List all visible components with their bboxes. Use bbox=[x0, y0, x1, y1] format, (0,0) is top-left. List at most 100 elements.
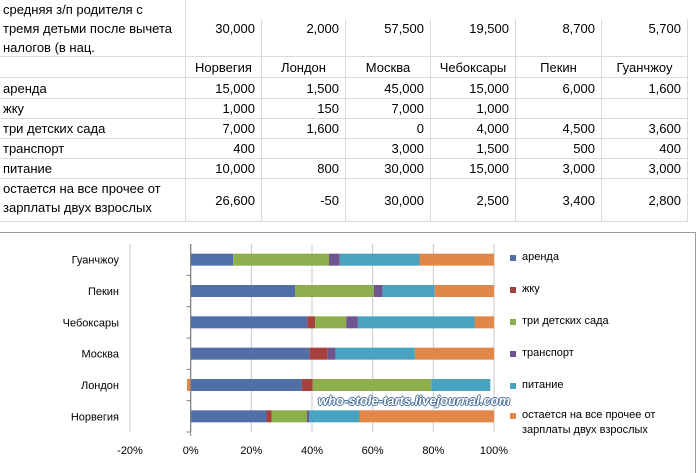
value-cell[interactable]: 3,000 bbox=[602, 159, 688, 179]
stacked-bar-chart: -20% 0% 20% 40% 60% 80% 100% Норвегия Лондон Моск… bbox=[63, 244, 508, 457]
value-cell[interactable]: 3,000 bbox=[346, 139, 431, 159]
bar-segment bbox=[271, 410, 307, 423]
bar-segment bbox=[309, 347, 328, 360]
row-label-cell[interactable]: питание bbox=[0, 159, 186, 179]
bar-segment bbox=[474, 316, 494, 329]
category-label: Москва bbox=[81, 349, 119, 361]
value-cell[interactable]: 1,500 bbox=[431, 139, 516, 159]
bar-segment bbox=[190, 285, 296, 297]
legend-swatch bbox=[510, 351, 516, 357]
city-header-cell[interactable]: Лондон bbox=[262, 57, 346, 78]
bar-segment bbox=[190, 379, 302, 391]
value-cell[interactable]: 3,400 bbox=[516, 179, 602, 222]
bar-segment bbox=[295, 285, 374, 297]
row-label-cell[interactable]: транспорт bbox=[0, 139, 186, 159]
salary-cell[interactable]: 8,700 bbox=[516, 19, 602, 57]
bar-segment bbox=[301, 379, 313, 391]
bar-segment bbox=[419, 253, 494, 266]
bar-segment bbox=[327, 347, 336, 360]
spreadsheet-table: средняя з/п родителя с тремя детьми посл… bbox=[0, 0, 697, 232]
value-cell[interactable]: 1,500 bbox=[262, 78, 346, 99]
value-cell[interactable]: 400 bbox=[186, 139, 262, 159]
value-cell[interactable]: 3,600 bbox=[602, 119, 688, 139]
category-label: Пекин bbox=[88, 286, 119, 298]
row-label-cell[interactable]: жку bbox=[0, 99, 186, 119]
bar-segment bbox=[233, 253, 330, 266]
value-cell[interactable]: 45,000 bbox=[346, 78, 431, 99]
bar-segment bbox=[190, 410, 267, 423]
bar-segment bbox=[308, 410, 360, 423]
value-cell[interactable]: 800 bbox=[262, 159, 346, 179]
x-tick-label: 100% bbox=[480, 445, 508, 457]
value-cell[interactable]: 1,600 bbox=[602, 78, 688, 99]
salary-cell[interactable]: 57,500 bbox=[346, 19, 431, 57]
value-cell[interactable]: 4,000 bbox=[431, 119, 516, 139]
value-cell[interactable]: 2,800 bbox=[602, 179, 688, 222]
bar-segment bbox=[306, 410, 309, 423]
salary-cell[interactable]: 19,500 bbox=[431, 19, 516, 57]
salary-cell[interactable]: 30,000 bbox=[186, 19, 262, 57]
value-cell[interactable]: 6,000 bbox=[516, 78, 602, 99]
legend-label: транспорт bbox=[522, 347, 574, 359]
value-cell[interactable]: 400 bbox=[602, 139, 688, 159]
city-header-cell[interactable]: Гуанчжоу bbox=[602, 57, 688, 78]
value-cell[interactable]: 26,600 bbox=[186, 179, 262, 222]
city-header-cell[interactable]: Норвегия bbox=[186, 57, 262, 78]
value-cell[interactable]: 4,500 bbox=[516, 119, 602, 139]
city-header-cell[interactable]: Пекин bbox=[516, 57, 602, 78]
value-cell[interactable]: 10,000 bbox=[186, 159, 262, 179]
bar-segment bbox=[382, 285, 435, 297]
category-label: Норвегия bbox=[71, 411, 119, 423]
value-cell[interactable]: 1,600 bbox=[262, 119, 346, 139]
city-header-cell[interactable]: Чебоксары bbox=[431, 57, 516, 78]
value-cell[interactable]: 150 bbox=[262, 99, 346, 119]
bar-segment bbox=[307, 316, 316, 329]
legend-swatch bbox=[510, 287, 516, 293]
bar-segment bbox=[373, 285, 383, 297]
row-label-cell[interactable]: остается на все прочее от зарплаты двух … bbox=[0, 179, 186, 222]
value-cell[interactable] bbox=[262, 139, 346, 159]
value-cell[interactable]: 15,000 bbox=[431, 159, 516, 179]
value-cell[interactable]: 3,000 bbox=[516, 159, 602, 179]
value-cell[interactable]: 15,000 bbox=[431, 78, 516, 99]
value-cell[interactable]: 2,500 bbox=[431, 179, 516, 222]
bar-segment bbox=[346, 316, 358, 329]
value-cell[interactable]: 0 bbox=[346, 119, 431, 139]
value-cell[interactable]: 7,000 bbox=[186, 119, 262, 139]
x-tick-label: -20% bbox=[117, 445, 143, 457]
legend-swatch bbox=[510, 383, 516, 389]
legend-label: питание bbox=[522, 379, 564, 391]
value-cell[interactable]: 30,000 bbox=[346, 179, 431, 222]
value-cell[interactable]: 500 bbox=[516, 139, 602, 159]
value-cell[interactable]: 1,000 bbox=[431, 99, 516, 119]
legend-swatch bbox=[510, 319, 516, 325]
value-cell[interactable]: -50 bbox=[262, 179, 346, 222]
legend-swatch bbox=[510, 255, 516, 261]
bar-segment bbox=[414, 347, 494, 360]
value-cell[interactable]: 7,000 bbox=[346, 99, 431, 119]
x-tick-label: 40% bbox=[301, 445, 323, 457]
value-cell[interactable]: 1,000 bbox=[186, 99, 262, 119]
bar-segment bbox=[329, 253, 340, 266]
value-cell[interactable]: 30,000 bbox=[346, 159, 431, 179]
row-label-cell[interactable]: три детских сада bbox=[0, 119, 186, 139]
bar-segment bbox=[335, 347, 415, 360]
bar-segment bbox=[312, 379, 432, 391]
x-tick-label: 60% bbox=[362, 445, 384, 457]
bar-segment bbox=[359, 410, 494, 423]
salary-cell[interactable]: 2,000 bbox=[262, 19, 346, 57]
value-cell[interactable] bbox=[602, 99, 688, 119]
bar-segment bbox=[339, 253, 420, 266]
salary-label-cell[interactable]: средняя з/п родителя с тремя детьми посл… bbox=[0, 0, 186, 57]
legend-swatch bbox=[510, 413, 516, 419]
value-cell[interactable]: 15,000 bbox=[186, 78, 262, 99]
row-label-cell[interactable]: аренда bbox=[0, 78, 186, 99]
salary-cell[interactable]: 5,700 bbox=[602, 19, 688, 57]
city-header-cell[interactable]: Москва bbox=[346, 57, 431, 78]
empty-header-cell[interactable] bbox=[0, 57, 186, 78]
bar-segment bbox=[186, 379, 191, 391]
watermark-text: who-stole-tarts.livejournal.com bbox=[318, 393, 511, 408]
bar-segment bbox=[357, 316, 475, 329]
x-tick-label: 80% bbox=[422, 445, 444, 457]
value-cell[interactable] bbox=[516, 99, 602, 119]
